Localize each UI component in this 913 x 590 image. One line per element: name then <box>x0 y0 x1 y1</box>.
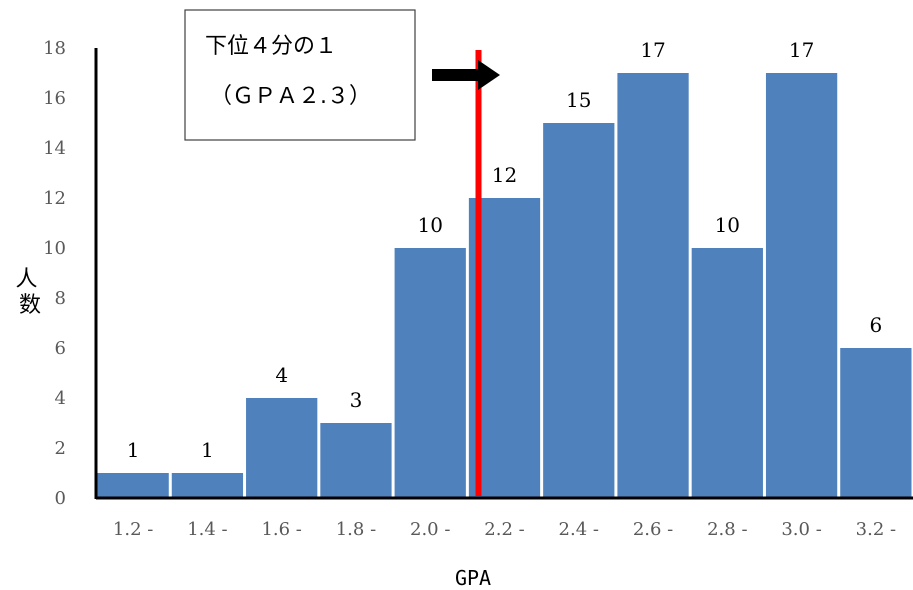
x-tick-label: 3.0 - <box>781 519 821 540</box>
annotation-line-1: 下位４分の１ <box>205 34 337 59</box>
data-label: 3 <box>350 388 363 412</box>
data-label: 12 <box>492 163 517 187</box>
data-label: 1 <box>201 438 214 462</box>
bars-group <box>97 73 912 498</box>
x-axis-title: GPA <box>455 566 491 590</box>
annotation-box <box>184 9 416 141</box>
bar-3.2 <box>840 348 912 498</box>
x-tick-label: 1.6 - <box>261 519 301 540</box>
data-label: 17 <box>789 38 814 62</box>
bar-2.0 <box>394 248 466 498</box>
y-tick-label: 4 <box>55 388 66 409</box>
x-tick-label: 1.8 - <box>336 519 376 540</box>
x-tick-label: 1.4 - <box>187 519 227 540</box>
data-label: 17 <box>640 38 665 62</box>
bar-1.8 <box>320 423 392 498</box>
y-tick-label: 12 <box>43 188 66 209</box>
data-label: 10 <box>418 213 443 237</box>
bar-1.2 <box>97 473 169 498</box>
annotation-line-2: （ＧＰＡ２.３） <box>210 84 371 109</box>
y-tick-label: 10 <box>43 238 66 259</box>
y-tick-label: 6 <box>55 338 66 359</box>
bar-2.8 <box>691 248 763 498</box>
x-tick-labels: 1.2 - 1.4 - 1.6 - 1.8 - 2.0 - 2.2 - 2.4 - 2.6 -… <box>113 519 896 540</box>
data-label: 6 <box>869 313 882 337</box>
y-tick-label: 2 <box>55 438 66 459</box>
x-tick-label: 2.4 - <box>559 519 599 540</box>
x-tick-label: 2.2 - <box>484 519 524 540</box>
annotation-callout: 下位４分の１ （ＧＰＡ２.３） <box>184 9 416 141</box>
x-tick-label: 2.8 - <box>707 519 747 540</box>
arrow-right-icon <box>432 60 500 90</box>
bar-3.0 <box>765 73 838 498</box>
bar-1.4 <box>171 473 244 498</box>
y-tick-label: 8 <box>55 288 66 309</box>
x-tick-label: 3.2 - <box>856 519 896 540</box>
bar-2.4 <box>543 123 615 498</box>
y-tick-label: 16 <box>43 88 66 109</box>
x-tick-label: 1.2 - <box>113 519 153 540</box>
data-labels-group: 1 1 4 3 10 12 15 17 10 17 6 <box>127 38 882 462</box>
y-axis-title: 人 数 <box>15 267 44 318</box>
bar-1.6 <box>246 398 318 498</box>
data-label: 10 <box>715 213 740 237</box>
bar-2.6 <box>617 73 689 498</box>
data-label: 4 <box>275 363 288 387</box>
y-tick-label: 18 <box>43 38 66 59</box>
data-label: 1 <box>127 438 140 462</box>
y-tick-label: 0 <box>55 488 66 509</box>
y-tick-labels: 0 2 4 6 8 10 12 14 16 18 <box>43 38 66 509</box>
data-label: 15 <box>566 88 591 112</box>
x-tick-label: 2.0 - <box>410 519 450 540</box>
y-tick-label: 14 <box>43 138 66 159</box>
x-tick-label: 2.6 - <box>633 519 673 540</box>
